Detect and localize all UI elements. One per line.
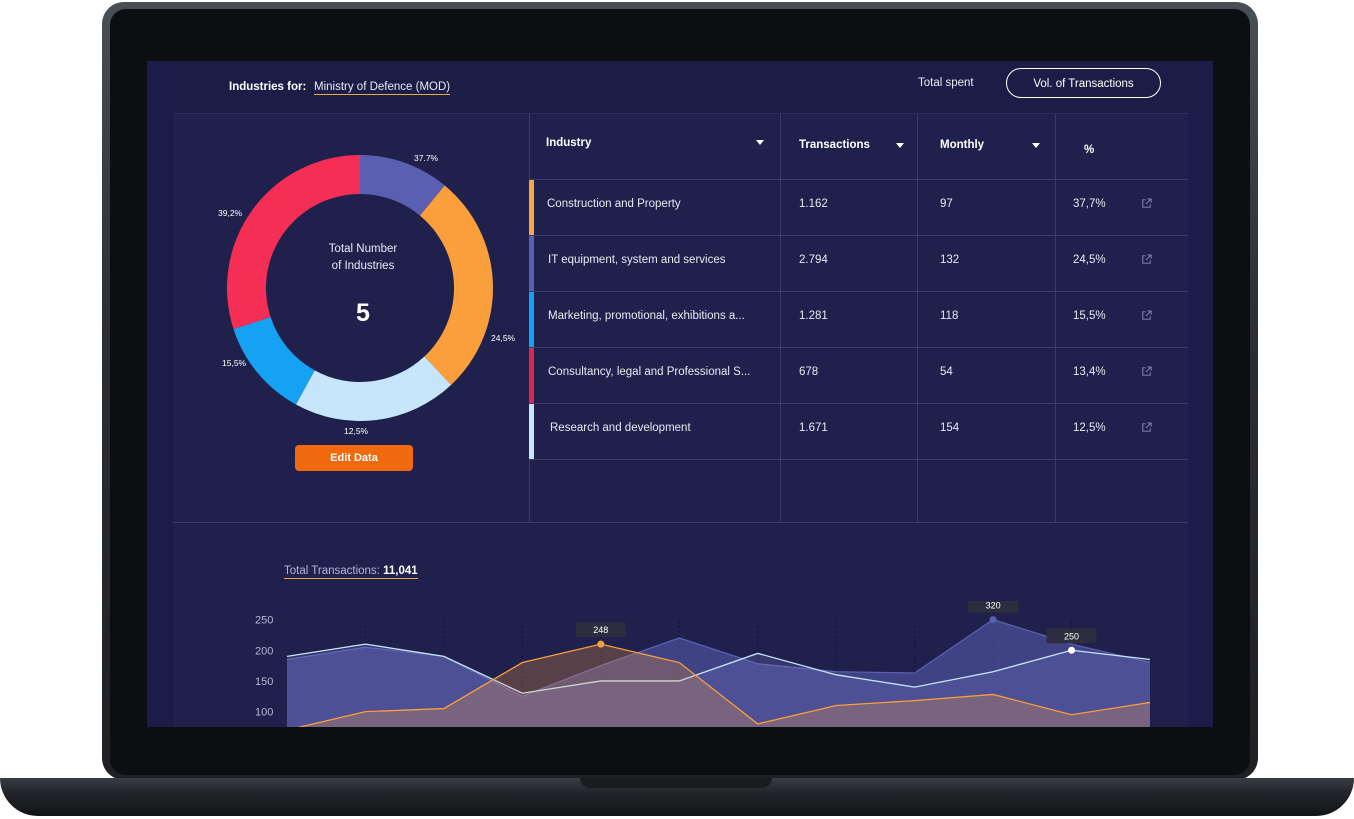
row-color-marker xyxy=(529,236,534,291)
cell-transactions: 678 xyxy=(799,366,819,378)
donut-label-4: 15,5% xyxy=(222,358,247,368)
cell-percent: 24,5% xyxy=(1073,254,1106,266)
row-color-marker xyxy=(529,348,534,403)
vol-transactions-button[interactable]: Vol. of Transactions xyxy=(1006,68,1161,98)
table-divider xyxy=(1055,114,1056,522)
cell-percent: 15,5% xyxy=(1073,310,1106,322)
row-color-marker xyxy=(529,180,534,235)
table-divider xyxy=(529,347,1188,348)
column-header-monthly[interactable]: Monthly xyxy=(940,139,985,151)
cell-industry: IT equipment, system and services xyxy=(548,254,726,266)
table-row[interactable]: Construction and Property 1.162 97 37,7% xyxy=(529,180,1188,235)
y-tick-label: 200 xyxy=(255,645,273,657)
cell-transactions: 2.794 xyxy=(799,254,828,266)
donut-segment xyxy=(419,185,493,385)
series-area xyxy=(287,644,1150,727)
donut-center-title: Total Number of Industries xyxy=(303,241,423,275)
cell-monthly: 54 xyxy=(940,366,953,378)
donut-label-1: 37.7% xyxy=(414,153,439,163)
table-row[interactable]: Research and development 1.671 154 12,5% xyxy=(529,404,1188,459)
y-tick-label: 100 xyxy=(255,707,273,719)
edit-data-button[interactable]: Edit Data xyxy=(295,445,413,471)
sort-industry-icon[interactable] xyxy=(756,140,764,145)
external-link-icon[interactable] xyxy=(1141,310,1152,321)
row-color-marker xyxy=(529,404,534,459)
table-divider xyxy=(529,459,1188,460)
donut-label-5: 39,2% xyxy=(218,208,243,218)
table-row[interactable]: IT equipment, system and services 2.794 … xyxy=(529,236,1188,291)
transactions-area-chart: 250 200 150 100 248 320 250 xyxy=(255,601,1151,727)
donut-segment xyxy=(295,356,452,421)
header-bar: Industries for: Ministry of Defence (MOD… xyxy=(173,61,1188,114)
cell-monthly: 118 xyxy=(940,310,959,322)
total-transactions-value: 11,041 xyxy=(383,565,418,577)
cell-monthly: 97 xyxy=(940,198,953,210)
value-tooltip-label: 320 xyxy=(986,601,1001,611)
highlight-point[interactable] xyxy=(1068,646,1076,654)
value-tooltip xyxy=(1046,628,1097,644)
cell-industry: Construction and Property xyxy=(547,198,681,210)
column-header-transactions[interactable]: Transactions xyxy=(799,139,870,151)
external-link-icon[interactable] xyxy=(1141,198,1152,209)
donut-label-3: 12,5% xyxy=(344,426,369,436)
series-line xyxy=(297,643,1151,727)
table-divider xyxy=(529,235,1188,236)
highlight-point[interactable] xyxy=(597,640,605,648)
cell-percent: 12,5% xyxy=(1073,422,1106,434)
y-tick-label: 150 xyxy=(255,676,273,688)
series-area xyxy=(287,644,1150,727)
screen: Industries for: Ministry of Defence (MOD… xyxy=(147,61,1213,727)
section-divider xyxy=(173,522,1188,523)
sort-transactions-icon[interactable] xyxy=(896,143,904,148)
sort-monthly-icon[interactable] xyxy=(1032,143,1040,148)
industries-donut-chart xyxy=(226,155,493,421)
total-transactions-label: Total Transactions: xyxy=(284,565,380,577)
table-row[interactable]: Marketing, promotional, exhibitions a...… xyxy=(529,292,1188,347)
donut-center-line1: Total Number xyxy=(328,243,398,255)
cell-industry: Consultancy, legal and Professional S... xyxy=(548,366,751,378)
value-tooltip xyxy=(968,601,1019,613)
table-row[interactable]: Consultancy, legal and Professional S...… xyxy=(529,348,1188,403)
external-link-icon[interactable] xyxy=(1141,422,1152,433)
laptop-notch xyxy=(580,778,772,788)
column-header-industry[interactable]: Industry xyxy=(546,137,592,149)
donut-label-2: 24,5% xyxy=(491,333,516,343)
donut-center-line2: of Industries xyxy=(331,260,395,272)
dashboard: Industries for: Ministry of Defence (MOD… xyxy=(173,61,1188,727)
series-line xyxy=(286,643,1151,694)
cell-monthly: 132 xyxy=(940,254,960,266)
value-tooltip xyxy=(575,622,626,638)
donut-segment xyxy=(360,155,445,216)
table-divider xyxy=(780,114,781,522)
industries-selector[interactable]: Ministry of Defence (MOD) xyxy=(314,81,451,95)
cell-transactions: 1.671 xyxy=(799,422,828,434)
cell-transactions: 1.281 xyxy=(799,310,828,322)
cell-industry: Marketing, promotional, exhibitions a... xyxy=(548,310,745,322)
table-divider xyxy=(917,114,918,522)
cell-percent: 37,7% xyxy=(1073,198,1106,210)
column-header-percent: % xyxy=(1084,144,1095,156)
external-link-icon[interactable] xyxy=(1141,254,1152,265)
total-transactions: Total Transactions: 11,041 xyxy=(284,565,418,579)
value-tooltip-label: 248 xyxy=(593,625,608,635)
total-spent-toggle[interactable]: Total spent xyxy=(918,77,974,89)
industries-label: Industries for: xyxy=(229,81,307,93)
external-link-icon[interactable] xyxy=(1141,366,1152,377)
table-divider xyxy=(529,403,1188,404)
industries-count: 5 xyxy=(356,299,370,327)
series-area xyxy=(287,619,1150,727)
donut-segment xyxy=(226,155,360,330)
value-tooltip-label: 250 xyxy=(1064,631,1079,641)
cell-percent: 13,4% xyxy=(1073,366,1106,378)
cell-transactions: 1.162 xyxy=(799,198,828,210)
cell-industry: Research and development xyxy=(550,422,691,434)
y-tick-label: 250 xyxy=(255,615,273,627)
cell-monthly: 154 xyxy=(940,422,960,434)
table-divider xyxy=(529,179,1188,180)
highlight-point[interactable] xyxy=(989,616,997,624)
industries-table: Industry Transactions Monthly % Construc… xyxy=(529,114,1188,522)
donut-segment xyxy=(233,317,315,405)
row-color-marker xyxy=(529,292,534,347)
table-divider xyxy=(529,291,1188,292)
